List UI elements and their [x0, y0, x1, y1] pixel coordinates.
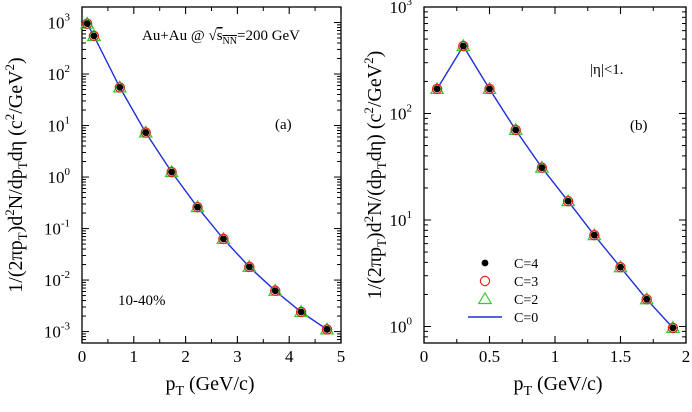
data-point-C=3 [114, 82, 126, 93]
data-point-C=3 [615, 262, 626, 273]
data-point-C=4 [116, 83, 124, 91]
data-point-C=3 [295, 306, 307, 318]
panel-b-markers [429, 38, 681, 334]
data-point-C=3 [510, 124, 521, 136]
panel-a-ylabel: 1/(2πpT)d2N/dpTdη (c2/GeV2) [2, 57, 30, 292]
panel-a-y-tick-label: 101 [48, 115, 71, 136]
data-point-C=4 [459, 42, 467, 50]
panel-a-y-tick-label: 102 [48, 63, 71, 84]
panel-b-x-tick-label: 0 [420, 347, 429, 366]
panel-a-label: (a) [275, 117, 292, 133]
data-point-C=4 [297, 308, 305, 316]
data-point-C=4 [486, 85, 493, 93]
panel-b-y-tick-label: 100 [390, 316, 413, 337]
data-point-C=4 [220, 235, 227, 243]
panel-a-x-tick-label: 2 [181, 347, 190, 366]
legend-entry-label: C=4 [514, 257, 538, 272]
series-line-C=0 [436, 44, 674, 329]
panel-b-y-tick-label: 101 [390, 209, 413, 230]
data-point-C=3 [667, 322, 679, 334]
data-point-C=4 [83, 20, 91, 28]
data-point-C=3 [484, 83, 495, 95]
data-point-C=4 [245, 263, 253, 271]
data-point-C=4 [271, 287, 279, 295]
data-point-C=4 [669, 324, 677, 332]
panel-a-x-tick-label: 1 [130, 347, 139, 366]
panel-b-x-tick-label: 2 [682, 347, 691, 366]
data-point-C=4 [142, 129, 150, 136]
panel-a-x-tick-label: 3 [233, 347, 242, 366]
data-point-C=4 [512, 126, 520, 134]
legend-marker-C=2 [477, 291, 493, 305]
legend: C=4 C=3 C=2 C=0 [468, 257, 538, 326]
panel-b-curve [436, 44, 674, 329]
data-point-C=3 [140, 127, 151, 138]
legend-marker-C=4 [481, 259, 489, 267]
legend-marker-C=3 [479, 275, 491, 287]
panel-a: 0 1 2 3 4 5 10-3 10-2 10-1 100 101 102 103 Au+Au @ √… [2, 6, 346, 399]
series-line-C=0 [86, 23, 328, 330]
panel-b-y-tick-label: 102 [390, 103, 413, 124]
data-point-C=4 [564, 197, 572, 205]
panel-b-xlabel: pT (GeV/c) [513, 373, 602, 399]
panel-a-y-tick-label: 103 [48, 12, 71, 33]
data-point-C=3 [536, 162, 548, 173]
panel-b-x-tick-label: 1.5 [610, 347, 631, 366]
panel-a-y-tick-label: 10-3 [44, 321, 71, 342]
data-point-C=3 [321, 324, 333, 335]
panel-a-markers [79, 16, 335, 335]
panel-b-label: (b) [630, 118, 648, 134]
data-point-C=3 [431, 83, 443, 95]
panel-b-annotation: |η|<1. [590, 62, 624, 78]
data-point-C=3 [192, 201, 203, 213]
data-point-C=3 [218, 233, 229, 245]
panel-b-y-tick-label: 103 [390, 0, 413, 17]
data-point-C=3 [641, 294, 652, 305]
panel-b-ylabel: 1/(2πpT)d2N/(dpTdη) (c2/GeV2) [361, 51, 389, 300]
legend-entry-label: C=3 [514, 275, 538, 290]
panel-a-x-tick-label: 4 [285, 347, 294, 366]
data-point-C=4 [433, 85, 441, 93]
data-point-C=4 [168, 168, 176, 176]
panel-a-curve [86, 23, 328, 330]
legend-entry-label: C=2 [514, 293, 538, 308]
legend-entry-label: C=0 [514, 311, 538, 326]
panel-a-centrality: 10-40% [118, 293, 166, 309]
data-point-C=3 [589, 229, 600, 241]
data-point-C=3 [166, 166, 177, 178]
panel-a-x-tick-label: 0 [78, 347, 87, 366]
panel-b-x-tick-label: 0.5 [479, 347, 500, 366]
data-point-C=4 [617, 263, 624, 271]
data-point-C=4 [643, 295, 651, 303]
panel-a-y-tick-label: 10-1 [44, 218, 70, 239]
data-point-C=4 [590, 231, 598, 239]
data-point-C=4 [538, 164, 546, 172]
panel-a-xlabel: pT (GeV/c) [165, 373, 254, 399]
data-point-C=3 [244, 261, 255, 273]
data-point-C=3 [88, 30, 100, 42]
data-point-C=3 [458, 40, 469, 52]
panel-a-y-tick-label: 100 [48, 166, 71, 187]
panel-b-ticks: 0 0.5 1 1.5 2 100 101 102 103 [390, 0, 691, 366]
data-point-C=4 [323, 326, 331, 333]
data-point-C=3 [562, 196, 574, 207]
data-point-C=4 [194, 203, 201, 211]
data-point-C=3 [81, 18, 93, 29]
data-point-C=4 [90, 32, 98, 40]
panel-b-x-tick-label: 1 [551, 347, 560, 366]
panel-a-annotation: Au+Au @ √sNN=200 GeV [142, 28, 300, 47]
data-point-C=3 [270, 285, 281, 296]
panel-a-y-tick-label: 10-2 [44, 269, 70, 290]
panel-a-x-tick-label: 5 [337, 347, 346, 366]
